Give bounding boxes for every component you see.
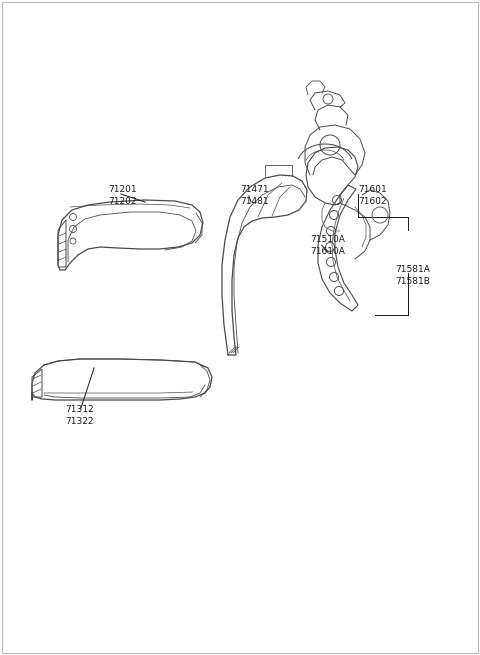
Text: 71312
71322: 71312 71322 xyxy=(65,405,94,426)
Text: 71601
71602: 71601 71602 xyxy=(358,185,387,206)
Text: 71471
71481: 71471 71481 xyxy=(240,185,269,206)
Text: 71581A
71581B: 71581A 71581B xyxy=(395,265,430,286)
Text: 71510A
71610A: 71510A 71610A xyxy=(310,235,345,256)
Text: 71201
71202: 71201 71202 xyxy=(108,185,137,206)
